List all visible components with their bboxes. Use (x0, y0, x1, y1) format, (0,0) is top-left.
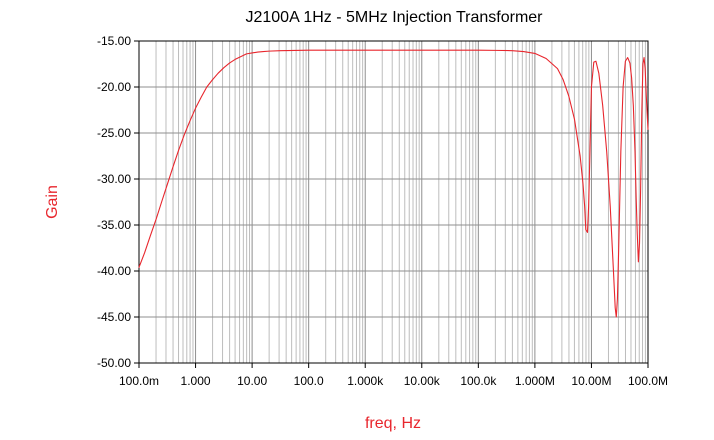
x-tick-label: 100.0 (294, 374, 324, 388)
x-tick-label: 100.0k (460, 374, 497, 388)
y-tick-label: -30.00 (97, 172, 131, 186)
x-tick-label: 1.000M (515, 374, 555, 388)
y-tick-label: -25.00 (97, 126, 131, 140)
gain-series-line (138, 49, 649, 318)
y-tick-label: -35.00 (97, 218, 131, 232)
y-tick-label: -40.00 (97, 264, 131, 278)
grid-lines (138, 40, 649, 364)
y-tick-label: -45.00 (97, 310, 131, 324)
x-tick-labels: 100.0m 1.000 10.00 100.0 1.000k 10.00k 100.0k 1… (119, 363, 668, 388)
plot-frame (138, 40, 649, 364)
x-tick-label: 1.000 (181, 374, 211, 388)
x-tick-label: 100.0m (119, 374, 159, 388)
x-tick-label: 100.0M (628, 374, 668, 388)
y-tick-label: -15.00 (97, 34, 131, 48)
x-axis-label: freq, Hz (365, 415, 421, 432)
x-tick-label: 10.00k (404, 374, 441, 388)
y-tick-label: -20.00 (97, 80, 131, 94)
x-tick-label: 10.00 (237, 374, 267, 388)
y-tick-labels: -15.00 -20.00 -25.00 -30.00 -35.00 -40.00 -45.… (97, 34, 139, 370)
y-axis-label: Gain (44, 185, 61, 219)
x-tick-label: 10.00M (571, 374, 611, 388)
chart-title: J2100A 1Hz - 5MHz Injection Transformer (245, 9, 543, 26)
x-tick-label: 1.000k (347, 374, 384, 388)
y-tick-label: -50.00 (97, 356, 131, 370)
series-layer (138, 49, 649, 318)
